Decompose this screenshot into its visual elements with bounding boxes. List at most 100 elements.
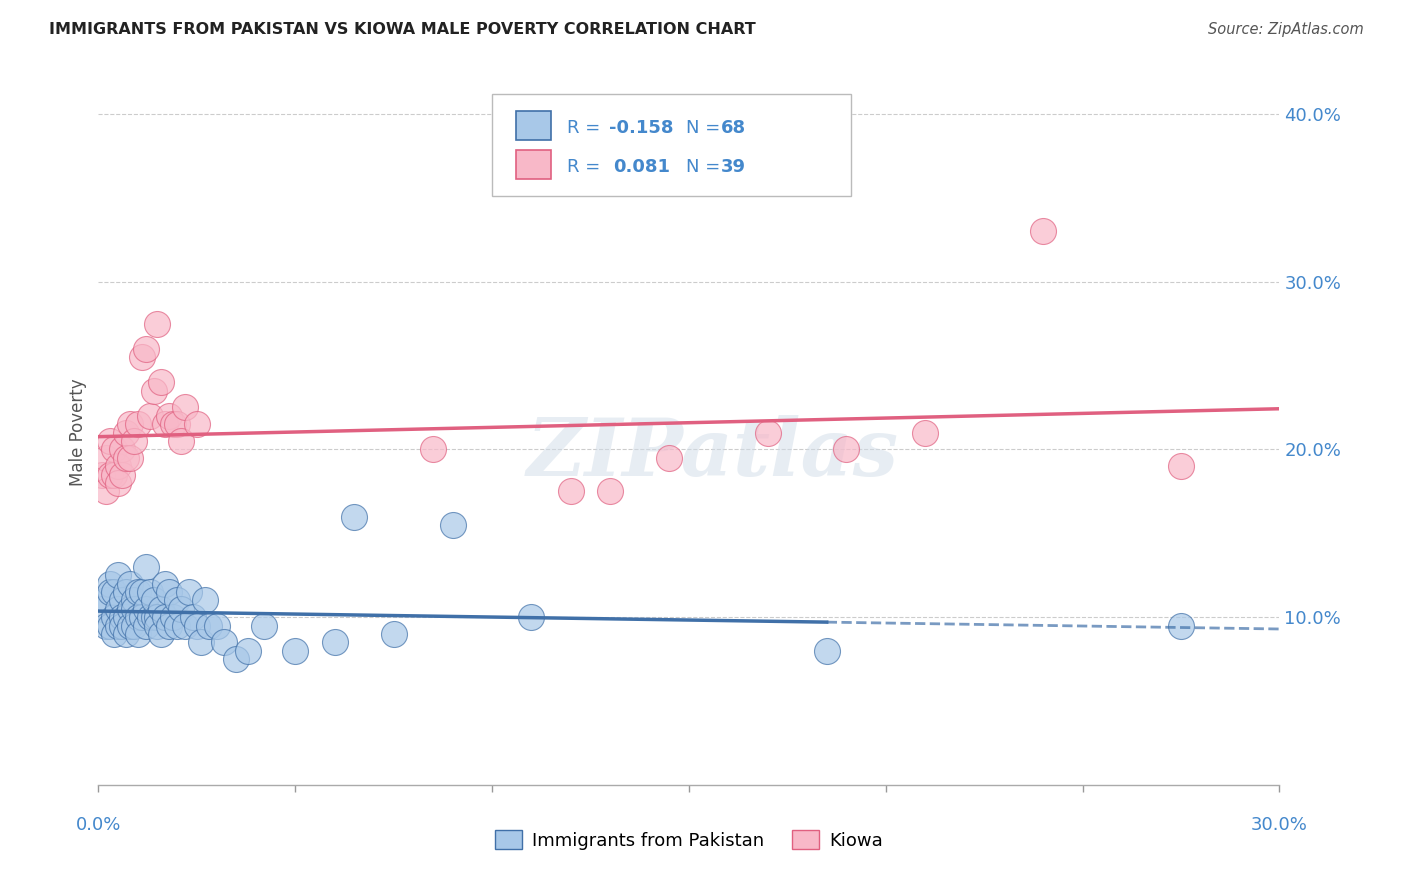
Point xyxy=(138,409,160,423)
Text: Source: ZipAtlas.com: Source: ZipAtlas.com xyxy=(1208,22,1364,37)
Point xyxy=(422,442,444,457)
Point xyxy=(135,602,157,616)
Point xyxy=(181,610,204,624)
Point xyxy=(815,644,838,658)
Point xyxy=(155,610,177,624)
Point xyxy=(1170,459,1192,474)
Point xyxy=(115,450,138,465)
Point xyxy=(96,593,118,607)
Point xyxy=(98,585,121,599)
Point xyxy=(135,342,157,356)
Point xyxy=(127,417,149,432)
Point xyxy=(103,467,125,482)
Point xyxy=(194,593,217,607)
Point xyxy=(150,602,173,616)
Point xyxy=(118,450,141,465)
Point xyxy=(190,635,212,649)
Text: 0.081: 0.081 xyxy=(613,158,671,176)
Point xyxy=(115,425,138,440)
Point xyxy=(835,442,858,457)
Point xyxy=(107,602,129,616)
Point xyxy=(122,602,145,616)
Text: R =: R = xyxy=(567,158,612,176)
Point xyxy=(166,618,188,632)
Point xyxy=(560,484,582,499)
Point xyxy=(146,317,169,331)
Point xyxy=(142,610,165,624)
Point xyxy=(111,442,134,457)
Point xyxy=(914,425,936,440)
Point xyxy=(157,585,180,599)
Point xyxy=(323,635,346,649)
Point xyxy=(103,610,125,624)
Point xyxy=(197,618,219,632)
Point xyxy=(98,467,121,482)
Point xyxy=(253,618,276,632)
Point xyxy=(98,434,121,448)
Point xyxy=(142,384,165,398)
Point xyxy=(157,618,180,632)
Point xyxy=(170,434,193,448)
Point xyxy=(111,467,134,482)
Point xyxy=(236,644,259,658)
Point xyxy=(107,568,129,582)
Text: N =: N = xyxy=(686,158,725,176)
Point xyxy=(520,610,543,624)
Point xyxy=(122,618,145,632)
Point xyxy=(115,610,138,624)
Text: 39: 39 xyxy=(721,158,747,176)
Point xyxy=(111,618,134,632)
Point xyxy=(107,475,129,490)
Point xyxy=(155,576,177,591)
Text: R =: R = xyxy=(567,119,606,136)
Point xyxy=(186,618,208,632)
Text: IMMIGRANTS FROM PAKISTAN VS KIOWA MALE POVERTY CORRELATION CHART: IMMIGRANTS FROM PAKISTAN VS KIOWA MALE P… xyxy=(49,22,756,37)
Point xyxy=(146,618,169,632)
Point xyxy=(131,350,153,364)
Point xyxy=(115,585,138,599)
Point xyxy=(162,610,184,624)
Point xyxy=(225,652,247,666)
Point xyxy=(127,610,149,624)
Point xyxy=(98,618,121,632)
Point xyxy=(343,509,366,524)
Point xyxy=(135,559,157,574)
Point xyxy=(103,627,125,641)
Point xyxy=(96,618,118,632)
Point xyxy=(157,409,180,423)
Point xyxy=(1170,618,1192,632)
Point xyxy=(118,602,141,616)
Point xyxy=(170,602,193,616)
Point xyxy=(138,610,160,624)
Point xyxy=(166,417,188,432)
Point xyxy=(174,618,197,632)
Point xyxy=(205,618,228,632)
Text: 0.0%: 0.0% xyxy=(76,815,121,833)
Point xyxy=(111,593,134,607)
Point xyxy=(150,627,173,641)
Point xyxy=(441,517,464,532)
Point xyxy=(118,417,141,432)
Point xyxy=(118,618,141,632)
Point xyxy=(96,484,118,499)
Point xyxy=(382,627,405,641)
Point xyxy=(756,425,779,440)
Point xyxy=(135,618,157,632)
Text: 30.0%: 30.0% xyxy=(1251,815,1308,833)
Text: 68: 68 xyxy=(721,119,747,136)
Point xyxy=(118,576,141,591)
Point xyxy=(162,417,184,432)
Point xyxy=(98,576,121,591)
Point xyxy=(658,450,681,465)
Point xyxy=(166,593,188,607)
Point xyxy=(138,585,160,599)
Point xyxy=(127,627,149,641)
Point xyxy=(96,450,118,465)
Point xyxy=(150,376,173,390)
Point xyxy=(107,618,129,632)
Text: ZIPatlas: ZIPatlas xyxy=(526,415,898,492)
Y-axis label: Male Poverty: Male Poverty xyxy=(69,379,87,486)
Point xyxy=(91,467,114,482)
Point xyxy=(174,401,197,415)
Point xyxy=(91,602,114,616)
